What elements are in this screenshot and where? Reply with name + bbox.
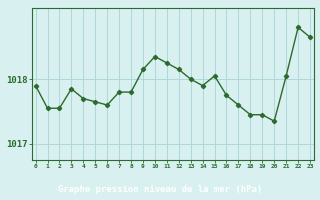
Text: Graphe pression niveau de la mer (hPa): Graphe pression niveau de la mer (hPa) xyxy=(58,185,262,194)
